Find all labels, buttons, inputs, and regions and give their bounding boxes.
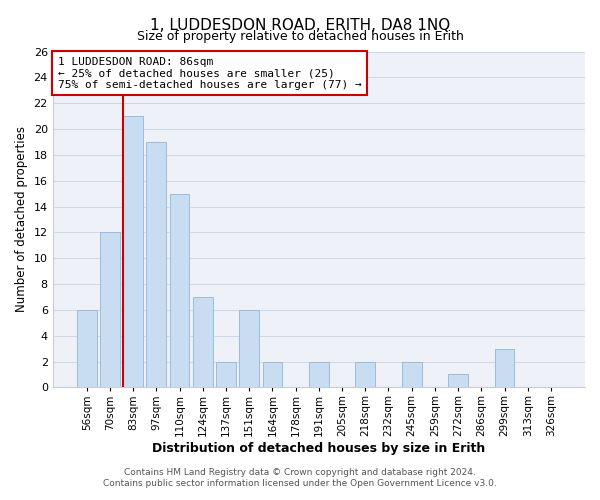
Bar: [239, 310, 259, 388]
Text: Contains HM Land Registry data © Crown copyright and database right 2024.
Contai: Contains HM Land Registry data © Crown c…: [103, 468, 497, 487]
Bar: [448, 374, 468, 388]
Bar: [402, 362, 422, 388]
Bar: [170, 194, 190, 388]
Text: 1, LUDDESDON ROAD, ERITH, DA8 1NQ: 1, LUDDESDON ROAD, ERITH, DA8 1NQ: [150, 18, 450, 32]
Bar: [309, 362, 329, 388]
Bar: [100, 232, 120, 388]
Bar: [123, 116, 143, 388]
Bar: [355, 362, 375, 388]
Bar: [263, 362, 282, 388]
Y-axis label: Number of detached properties: Number of detached properties: [15, 126, 28, 312]
Bar: [216, 362, 236, 388]
Text: Size of property relative to detached houses in Erith: Size of property relative to detached ho…: [137, 30, 463, 43]
Bar: [77, 310, 97, 388]
Text: 1 LUDDESDON ROAD: 86sqm
← 25% of detached houses are smaller (25)
75% of semi-de: 1 LUDDESDON ROAD: 86sqm ← 25% of detache…: [58, 56, 362, 90]
Bar: [146, 142, 166, 388]
Bar: [193, 297, 212, 388]
X-axis label: Distribution of detached houses by size in Erith: Distribution of detached houses by size …: [152, 442, 485, 455]
Bar: [494, 348, 514, 388]
